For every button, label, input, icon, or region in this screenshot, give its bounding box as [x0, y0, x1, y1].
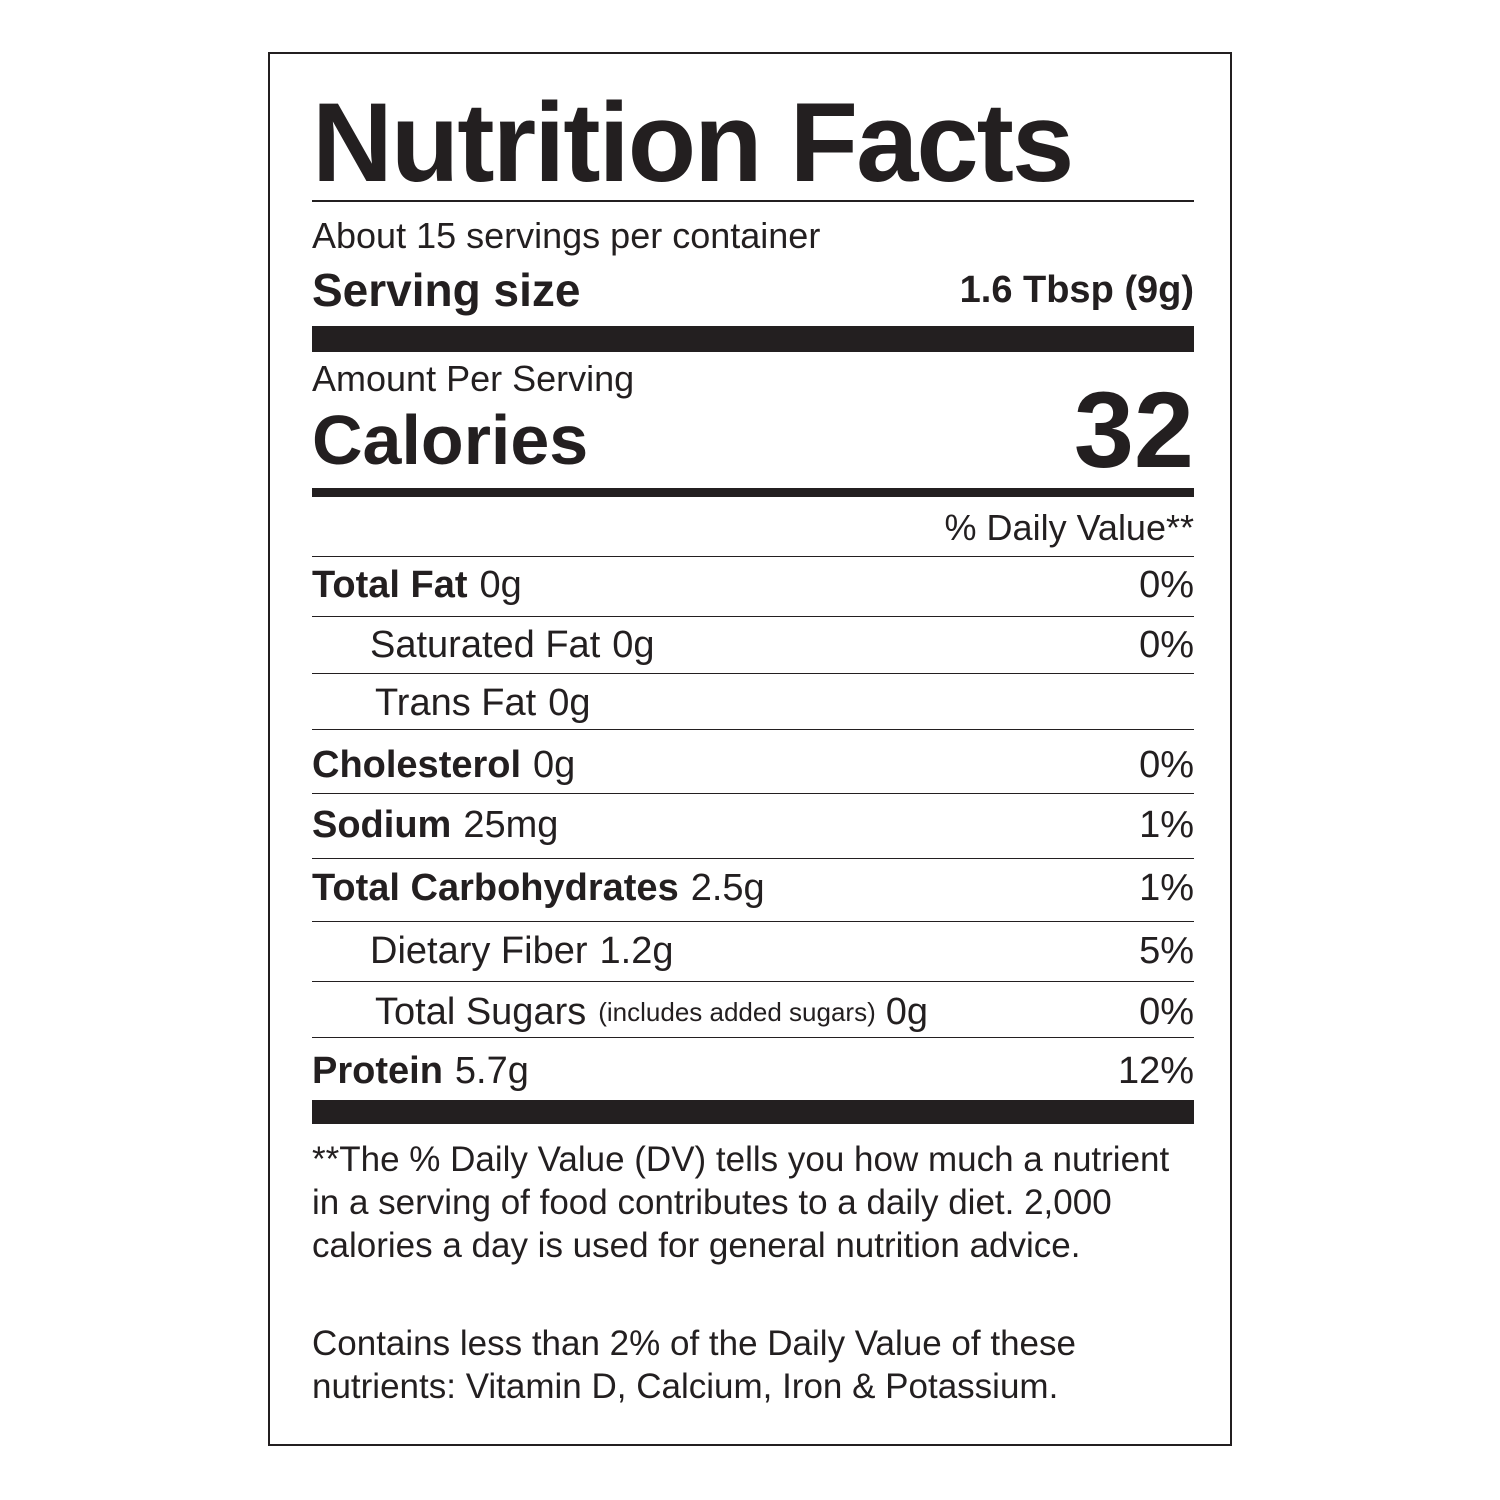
- nutrient-amount: 0g: [548, 681, 591, 724]
- calories-value: 32: [1073, 369, 1194, 490]
- serving-size-row: Serving size 1.6 Tbsp (9g): [312, 262, 1194, 318]
- nutrient-amount: 1.2g: [599, 929, 674, 972]
- nutrient-amount: 0g: [533, 743, 576, 786]
- nutrient-amount: 0g: [479, 563, 522, 606]
- footnote: **The % Daily Value (DV) tells you how m…: [312, 1140, 1170, 1265]
- label-border: [268, 52, 1232, 1446]
- nutrient-dv: 0%: [1139, 563, 1194, 606]
- daily-value-header: % Daily Value**: [944, 507, 1194, 548]
- servings: About 15 servings per container: [312, 215, 821, 256]
- row-rule: [312, 1037, 1194, 1038]
- nutrient-row: Total Fat 0g 0%: [312, 560, 1194, 610]
- nutrient-row: Saturated Fat 0g 0%: [312, 620, 1194, 670]
- row-rule: [312, 616, 1194, 617]
- thin-rule: [312, 200, 1194, 202]
- row-rule: [312, 729, 1194, 730]
- nutrient-amount: 2.5g: [690, 866, 765, 909]
- nutrient-dv: 12%: [1117, 1049, 1194, 1092]
- thick-rule: [312, 326, 1194, 352]
- nutrient-row: Cholesterol 0g 0%: [312, 740, 1194, 790]
- nutrient-name: Protein: [312, 1049, 443, 1092]
- nutrient-name: Cholesterol: [312, 743, 522, 786]
- nutrient-dv: 0%: [1139, 743, 1194, 786]
- note: Contains less than 2% of the Daily Value…: [312, 1324, 1076, 1406]
- thick-rule: [312, 1100, 1194, 1124]
- nutrient-row: Dietary Fiber 1.2g 5%: [312, 926, 1194, 976]
- nutrient-amount: 5.7g: [454, 1049, 529, 1092]
- nutrient-name: Saturated Fat: [370, 623, 601, 666]
- nutrient-row: Sodium 25mg 1%: [312, 800, 1194, 850]
- nutrient-name: Total Sugars: [375, 990, 587, 1033]
- nutrient-dv: 0%: [1139, 990, 1194, 1033]
- nutrient-dv: 1%: [1139, 866, 1194, 909]
- nutrient-name: Trans Fat: [375, 681, 537, 724]
- calories-label: Calories: [312, 401, 589, 479]
- nutrient-name: Total Fat: [312, 563, 468, 606]
- nutrient-amount: 0g: [885, 990, 929, 1033]
- row-rule: [312, 673, 1194, 674]
- nutrient-amount: 0g: [612, 623, 655, 666]
- nutrient-dv: 1%: [1139, 803, 1194, 846]
- nutrient-dv: 5%: [1139, 929, 1194, 972]
- nutrient-row: Protein 5.7g 12%: [312, 1046, 1194, 1096]
- row-rule: [312, 556, 1194, 557]
- row-rule: [312, 793, 1194, 794]
- serving-size-value: 1.6 Tbsp (9g): [959, 268, 1194, 311]
- calories-row: Calories 32: [312, 369, 1194, 490]
- nutrient-row: Trans Fat 0g: [312, 678, 1194, 728]
- nutrient-amount: 25mg: [463, 803, 559, 846]
- nutrient-row: Total Carbohydrates 2.5g 1%: [312, 863, 1194, 913]
- nutrient-name: Sodium: [312, 803, 452, 846]
- nutrient-name: Dietary Fiber: [370, 929, 588, 972]
- serving-size-label: Serving size: [312, 264, 581, 316]
- nutrient-dv: 0%: [1139, 623, 1194, 666]
- row-rule: [312, 858, 1194, 859]
- nutrient-name: Total Carbohydrates: [312, 866, 679, 909]
- amount-per-serving: Amount Per Serving: [312, 358, 635, 399]
- medium-rule: [312, 488, 1194, 497]
- title: Nutrition Facts: [312, 80, 1074, 205]
- row-rule: [312, 921, 1194, 922]
- nutrient-row: Total Sugars (includes added sugars) 0g 0%: [312, 987, 1194, 1037]
- row-rule: [312, 981, 1194, 982]
- nutrient-qualifier: (includes added sugars): [598, 996, 876, 1027]
